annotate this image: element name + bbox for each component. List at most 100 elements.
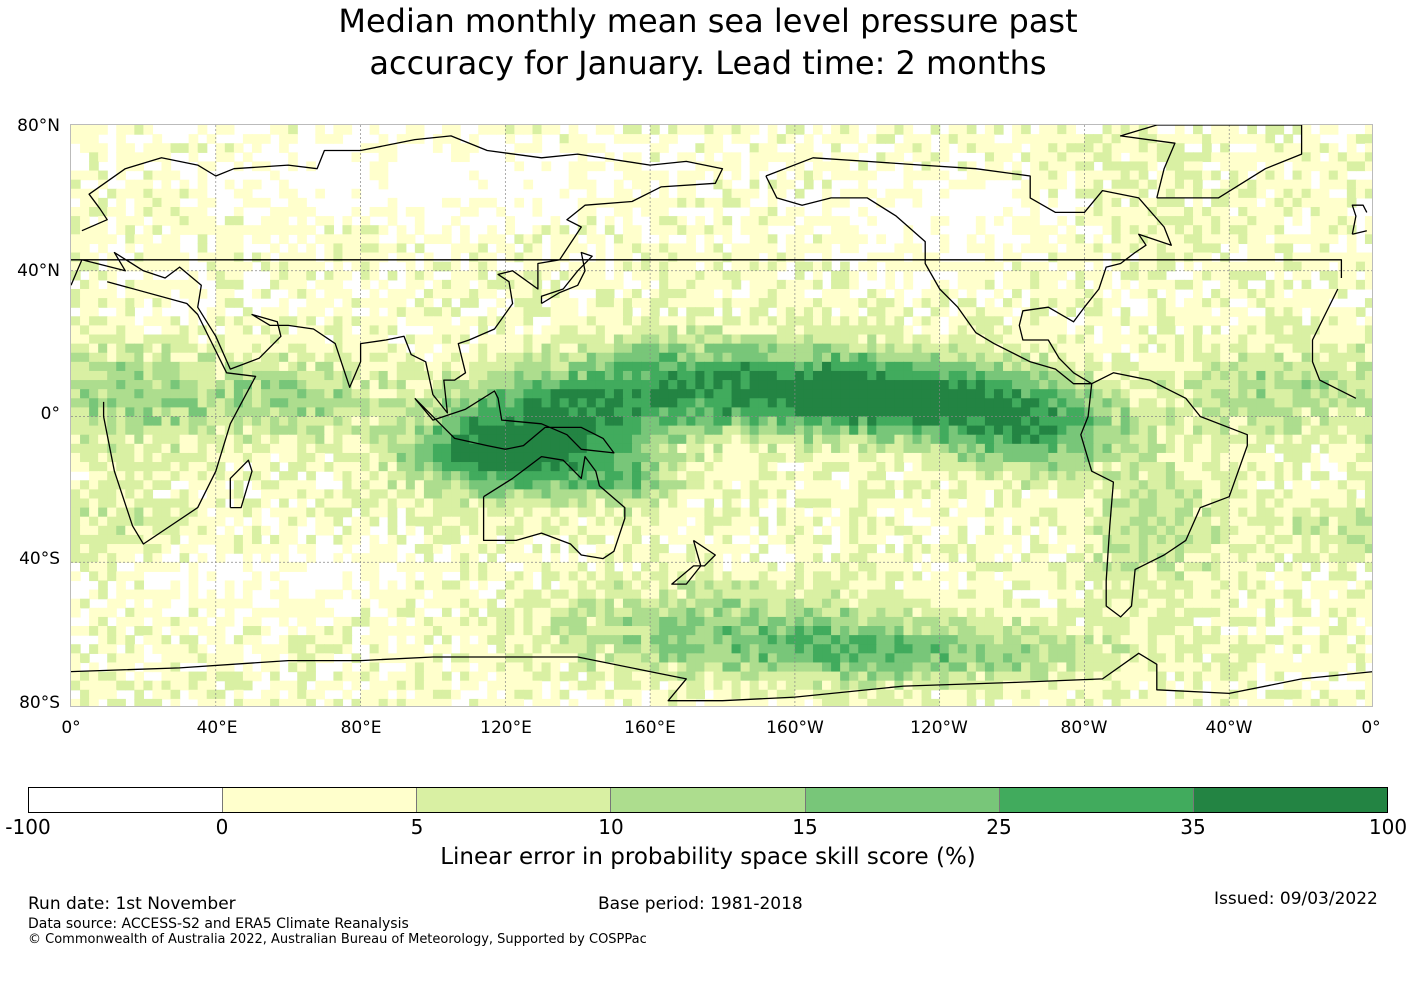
skill-cell [206, 443, 217, 454]
skill-cell [984, 480, 995, 490]
skill-cell [297, 279, 307, 290]
skill-cell [1247, 288, 1257, 299]
skill-cell [957, 261, 968, 272]
skill-cell [360, 452, 371, 463]
skill-cell [405, 307, 416, 317]
skill-cell [632, 380, 642, 390]
skill-cell [1193, 152, 1203, 163]
skill-cell [1156, 216, 1167, 226]
skill-cell [1165, 380, 1176, 390]
skill-cell [1012, 161, 1022, 172]
skill-cell [297, 407, 307, 418]
skill-cell [107, 352, 117, 363]
skill-cell [1156, 398, 1167, 408]
skill-cell [1030, 288, 1040, 299]
skill-cell [559, 434, 570, 445]
skill-cell [270, 398, 280, 408]
skill-cell [595, 380, 606, 390]
skill-cell [1003, 443, 1013, 454]
skill-cell [188, 270, 199, 281]
skill-cell [487, 352, 497, 363]
skill-cell [785, 407, 796, 418]
skill-cell [1238, 507, 1248, 518]
skill-cell [378, 179, 389, 190]
skill-cell [333, 288, 344, 299]
skill-cell [668, 298, 678, 308]
skill-cell [559, 416, 570, 427]
skill-cell [1156, 443, 1167, 454]
skill-cell [1229, 416, 1239, 427]
skill-cell [957, 480, 968, 490]
skill-cell [1165, 325, 1176, 336]
skill-cell [188, 307, 199, 317]
skill-cell [812, 443, 823, 454]
skill-cell [957, 370, 968, 381]
skill-cell [179, 370, 190, 381]
skill-cell [785, 279, 796, 290]
skill-cell [89, 261, 99, 272]
skill-cell [451, 471, 461, 481]
skill-cell [1274, 197, 1285, 208]
skill-cell [984, 380, 995, 390]
skill-cell [939, 307, 950, 317]
skill-cell [713, 134, 724, 144]
skill-cell [966, 434, 977, 445]
skill-cell [1156, 143, 1167, 153]
skill-cell [242, 452, 253, 463]
skill-cell [867, 216, 877, 226]
skill-cell [622, 489, 633, 500]
skill-cell [1301, 452, 1312, 463]
skill-cell [523, 352, 534, 363]
skill-cell [1093, 498, 1104, 509]
skill-cell [342, 471, 353, 481]
skill-cell [1174, 206, 1185, 217]
skill-cell [559, 507, 570, 518]
skill-cell [514, 161, 525, 172]
skill-cell [849, 316, 859, 327]
skill-cell [1328, 498, 1339, 509]
skill-cell [740, 352, 751, 363]
skill-cell [441, 507, 452, 518]
skill-cell [831, 197, 841, 208]
skill-cell [1102, 361, 1113, 372]
skill-cell [143, 489, 154, 500]
skill-cell [1337, 352, 1348, 363]
skill-cell [1193, 416, 1203, 427]
skill-cell [1256, 288, 1267, 299]
skill-cell [876, 480, 886, 490]
skill-cell [1183, 489, 1194, 500]
skill-cell [451, 307, 461, 317]
skill-cell [89, 279, 99, 290]
skill-cell [1292, 380, 1303, 390]
skill-cell [1075, 152, 1086, 163]
skill-cell [1319, 389, 1330, 399]
skill-cell [288, 489, 298, 500]
skill-cell [650, 398, 660, 408]
skill-cell [541, 325, 552, 336]
skill-cell [369, 516, 380, 527]
skill-cell [134, 452, 144, 463]
skill-cell [1256, 471, 1267, 481]
skill-cell [89, 370, 99, 381]
skill-cell [550, 243, 561, 254]
skill-cell [1021, 152, 1031, 163]
skill-cell [116, 334, 126, 345]
skill-cell [1328, 279, 1339, 290]
skill-cell [849, 125, 859, 135]
skill-cell [1021, 361, 1031, 372]
skill-cell [1220, 507, 1230, 518]
skill-cell [776, 170, 787, 181]
skill-cell [559, 252, 570, 263]
skill-cell [369, 471, 380, 481]
skill-cell [1274, 234, 1285, 245]
skill-cell [1202, 170, 1212, 181]
skill-cell [1220, 462, 1230, 472]
skill-cell [948, 134, 959, 144]
skill-cell [1310, 370, 1321, 381]
skill-cell [1066, 425, 1076, 436]
skill-cell [251, 225, 262, 235]
skill-cell [713, 452, 724, 463]
skill-cell [722, 443, 733, 454]
skill-cell [1220, 288, 1230, 299]
skill-cell [224, 370, 235, 381]
